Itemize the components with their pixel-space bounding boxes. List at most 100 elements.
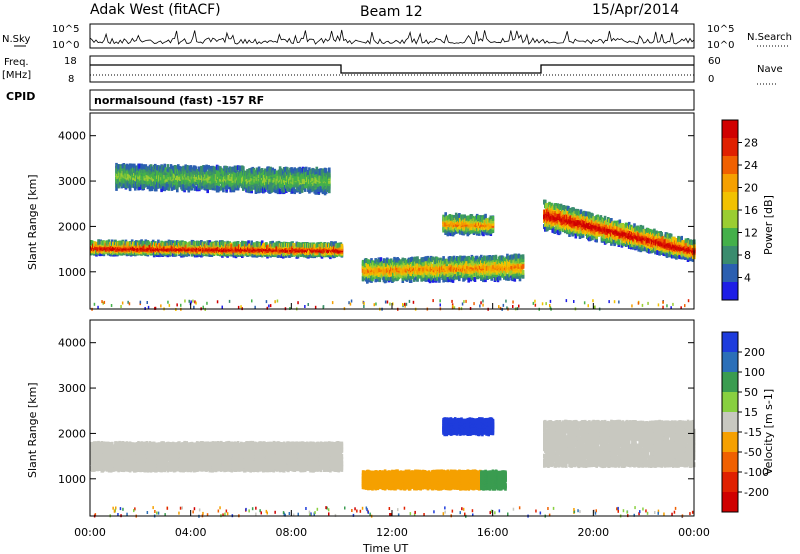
power-cell <box>257 166 261 172</box>
power-cell <box>200 165 203 171</box>
power-cell <box>321 168 325 174</box>
power-cell <box>172 184 176 190</box>
power-cell <box>194 180 198 186</box>
power-cell <box>242 183 245 189</box>
power-cell <box>151 176 155 182</box>
power-cell <box>142 164 145 170</box>
power-cell <box>138 185 141 191</box>
power-cell <box>197 177 200 183</box>
power-cell <box>308 167 311 173</box>
power-cell <box>243 241 246 247</box>
power-cell <box>379 257 383 263</box>
cpid-text: normalsound (fast) -157 RF <box>94 94 264 107</box>
power-cell <box>162 166 165 172</box>
power-cell <box>250 240 253 246</box>
power-cell <box>260 168 264 173</box>
power-cell <box>375 259 378 265</box>
power-cell <box>178 165 181 171</box>
power-cell <box>226 240 229 246</box>
power-cell <box>286 186 289 192</box>
power-cell <box>439 257 442 263</box>
power-cell <box>138 163 141 169</box>
power-cell <box>269 181 272 187</box>
power-cell <box>147 241 151 247</box>
power-cell <box>430 263 434 269</box>
power-cell <box>366 277 369 283</box>
power-cell <box>286 167 289 173</box>
freq-unit: [MHz] <box>2 70 31 81</box>
power-cell <box>159 251 162 257</box>
power-cell <box>293 167 296 173</box>
power-cell <box>424 256 428 262</box>
power-cell <box>324 168 328 174</box>
power-cell <box>216 165 220 171</box>
power-cell <box>367 259 370 265</box>
power-cell <box>133 163 136 169</box>
freq-panel <box>89 55 695 83</box>
cpid-panel <box>89 89 695 111</box>
power-cell <box>207 165 210 171</box>
power-cell <box>459 273 462 279</box>
power-cell <box>155 186 158 192</box>
power-cell <box>271 167 274 173</box>
power-cell <box>268 178 271 184</box>
power-cell <box>483 258 486 264</box>
power-cell <box>319 173 323 179</box>
power-cell <box>328 188 331 194</box>
power-heatmap <box>90 162 696 311</box>
freq-trace <box>90 64 694 74</box>
power-cell <box>236 241 240 247</box>
nsky-tick-bottom: 10^0 <box>52 40 79 51</box>
power-cell <box>265 242 268 248</box>
power-cell <box>321 189 325 195</box>
power-cell <box>163 163 166 169</box>
power-cell <box>332 241 335 247</box>
power-cell <box>303 186 307 192</box>
power-cell <box>225 184 228 190</box>
beam-title: Beam 12 <box>360 4 423 20</box>
power-cell <box>146 184 150 190</box>
power-cell <box>139 181 142 187</box>
power-cell <box>253 252 257 258</box>
power-cell <box>409 277 413 283</box>
power-cell <box>467 277 470 283</box>
power-cell <box>198 252 201 257</box>
power-cell <box>452 255 456 261</box>
power-cell <box>260 240 264 246</box>
power-cell <box>290 167 293 173</box>
power-cell <box>448 256 452 261</box>
power-cell <box>442 256 445 262</box>
power-cell <box>416 256 419 262</box>
power-cell <box>182 165 185 171</box>
power-cell <box>123 164 127 170</box>
power-cell <box>361 275 365 281</box>
power-cell <box>134 176 137 181</box>
nsearch-tick-bottom: 10^0 <box>707 40 734 51</box>
freq-tick-bottom: 8 <box>68 74 74 85</box>
power-cell <box>138 166 141 172</box>
power-cell <box>256 185 260 191</box>
power-cell <box>463 255 466 261</box>
power-cell <box>169 164 173 170</box>
power-cell <box>260 183 264 189</box>
power-cell <box>416 276 419 282</box>
power-cell <box>465 256 468 262</box>
power-cell <box>328 178 331 184</box>
nsearch-label: N.Search <box>747 32 792 43</box>
power-cell <box>166 164 170 170</box>
power-cell <box>187 187 191 193</box>
power-cell <box>257 169 261 175</box>
power-cell <box>441 269 444 275</box>
nsky-tick-top: 10^5 <box>52 24 79 35</box>
power-cell <box>206 188 209 194</box>
power-cell <box>163 186 166 192</box>
power-cell <box>270 187 273 193</box>
power-cell <box>290 252 293 257</box>
power-cell <box>192 182 196 188</box>
power-cell <box>264 168 267 174</box>
power-cell <box>203 241 206 247</box>
power-cell <box>276 189 280 195</box>
power-cell <box>176 187 179 193</box>
power-cell <box>328 170 331 176</box>
